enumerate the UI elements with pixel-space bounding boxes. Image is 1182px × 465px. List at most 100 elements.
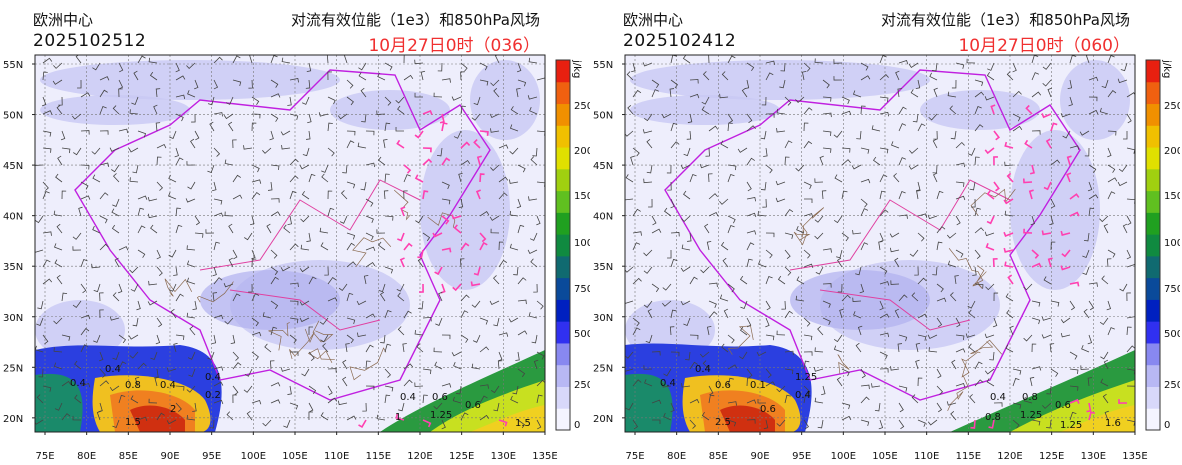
wind-barb [878, 241, 883, 251]
wind-barb [384, 122, 391, 132]
wind-barb [270, 266, 279, 276]
wind-barb [363, 274, 369, 285]
wind-barb [376, 110, 386, 115]
wind-barb [727, 164, 737, 171]
wind-barb [99, 380, 109, 387]
wind-barb [746, 258, 753, 268]
wind-barb [498, 259, 508, 268]
wind-barb [1050, 241, 1056, 251]
cape-low-area [40, 60, 340, 100]
wind-barb [270, 326, 278, 336]
wind-barb [1088, 207, 1095, 217]
wind-barb [299, 164, 310, 170]
lat-tick-label: 40N [593, 212, 613, 223]
wind-barb [99, 89, 108, 98]
wind-barb [251, 331, 262, 337]
wind-barb [839, 308, 844, 319]
wind-barb [1126, 92, 1135, 98]
contour-label: 1.5 [515, 418, 531, 429]
wind-barb [746, 157, 755, 166]
wind-barb [670, 232, 680, 237]
wind-barb [250, 215, 255, 226]
wind-barb [780, 62, 786, 72]
river-line [349, 347, 387, 381]
wind-barb [497, 360, 503, 370]
wind-barb [42, 259, 51, 268]
wind-barb [262, 419, 272, 427]
wind-barb [493, 317, 500, 327]
colorbar-swatch [1146, 277, 1160, 300]
colorbar-label: 0 [574, 420, 580, 431]
wind-barb [1030, 215, 1035, 226]
lon-tick-label: 100E [831, 451, 856, 462]
wind-barb [99, 368, 106, 378]
wind-barb [1023, 228, 1033, 234]
wind-barb [908, 62, 919, 69]
contour-label: 0.6 [465, 400, 481, 411]
wind-barb [498, 351, 503, 362]
wind-barb [187, 90, 196, 98]
wind-barb [251, 96, 260, 105]
wind-barb [814, 232, 824, 240]
wind-barb [384, 309, 392, 319]
wind-barb [417, 249, 424, 259]
wind-barb [453, 130, 462, 139]
wind-barb [471, 363, 481, 370]
wind-barb [757, 398, 767, 404]
wind-barb [175, 207, 181, 217]
wind-barb [1050, 368, 1059, 377]
map-frame [624, 54, 1136, 433]
wind-barb [1060, 265, 1071, 271]
river-line [307, 348, 335, 363]
wind-barb [1079, 130, 1090, 136]
wind-barb [509, 179, 519, 184]
wind-barb [223, 282, 234, 288]
wind-barb [509, 210, 519, 217]
wind-barb [936, 402, 943, 413]
wind-barb [689, 79, 699, 84]
river-line [289, 328, 315, 360]
lon-tick-label: 80E [667, 451, 686, 462]
wind-barb [270, 211, 281, 217]
wind-barb [460, 310, 469, 319]
colorbar-swatch [1146, 408, 1160, 431]
wind-barb [270, 55, 278, 64]
wind-barb [396, 283, 405, 292]
wind-barb [175, 385, 185, 391]
contour-label: 0.6 [760, 404, 776, 415]
wind-barb [395, 126, 405, 132]
wind-barb [301, 190, 310, 200]
wind-barb [42, 191, 50, 200]
wind-barb [251, 258, 257, 268]
wind-barb [1029, 164, 1035, 175]
wind-barb [933, 172, 938, 183]
wind-barb [841, 368, 850, 377]
wind-barb [175, 94, 186, 100]
wind-barb [879, 300, 884, 311]
wind-barb [137, 195, 148, 200]
wind-barb [490, 79, 500, 87]
wind-barb [972, 266, 977, 276]
wind-barb [836, 376, 843, 387]
wind-barb [289, 158, 299, 166]
wind-barb [632, 208, 641, 217]
map-left: 0.40.40.8 0.40.40.21.520.4 0.60.61.251.515… [3, 54, 590, 462]
wind-barb [949, 105, 957, 115]
wind-barb [879, 281, 890, 286]
wind-barb [1023, 283, 1033, 291]
wind-barb [765, 317, 770, 328]
colorbar-swatch [556, 190, 570, 213]
wind-barb [626, 71, 634, 81]
wind-barb [232, 394, 237, 404]
wind-barb [1060, 113, 1071, 118]
wind-barb [897, 88, 902, 98]
wind-barb [327, 71, 332, 81]
wind-barb [685, 351, 691, 361]
wind-barb [708, 300, 717, 308]
wind-barb [651, 351, 661, 356]
wind-barb [129, 109, 139, 115]
wind-barb [1012, 402, 1022, 409]
wind-barb [267, 181, 273, 191]
colorbar-label: 2000 [1164, 146, 1180, 157]
wind-barb [765, 60, 776, 66]
